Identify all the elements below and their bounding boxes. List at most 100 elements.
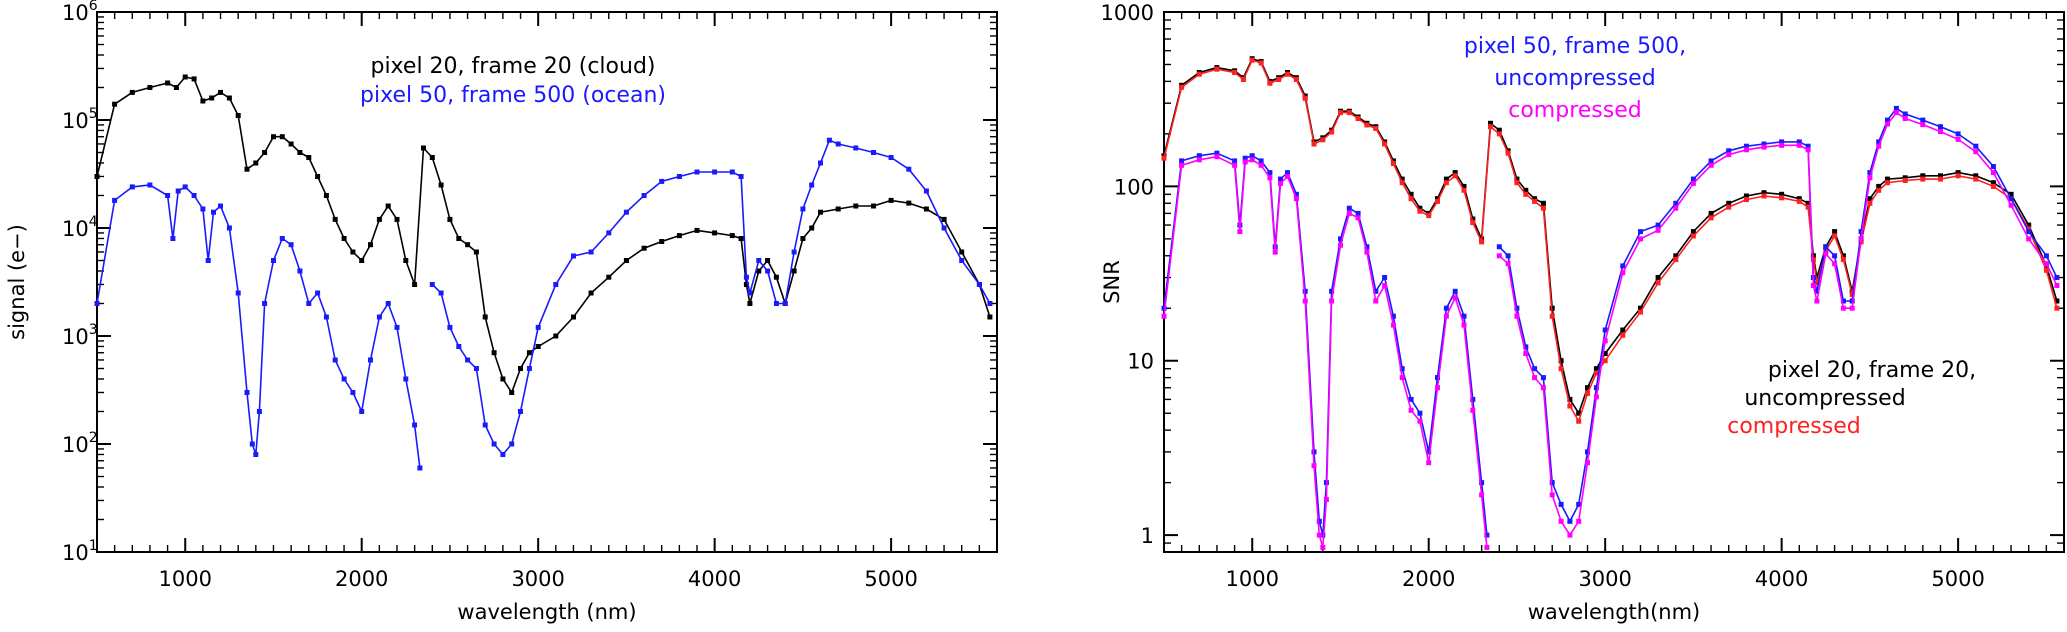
right-data-point: [1885, 117, 1890, 123]
left-data-point: [871, 203, 876, 209]
right-data-point: [1593, 370, 1599, 376]
right-data-point: [1161, 155, 1167, 161]
left-data-point: [262, 301, 268, 306]
left-data-point: [773, 274, 779, 280]
right-data-point: [1355, 215, 1361, 221]
left-data-point: [712, 169, 718, 175]
right-data-point: [1823, 244, 1829, 250]
left-annotation-cloud: pixel 20, frame 20 (cloud): [370, 54, 655, 79]
left-data-point: [249, 441, 255, 447]
right-data-point: [1514, 180, 1520, 186]
right-data-point: [2008, 191, 2014, 197]
right-data-point: [1417, 418, 1423, 424]
right-data-point: [1258, 158, 1264, 164]
right-data-point: [1576, 501, 1582, 507]
right-data-point: [1373, 125, 1379, 131]
right-data-point: [1620, 327, 1626, 333]
right-data-point: [1620, 270, 1626, 276]
right-data-point: [2026, 229, 2032, 235]
right-plot-frame: [1163, 11, 2065, 553]
left-data-point: [394, 324, 400, 330]
right-data-point: [1602, 351, 1608, 356]
right-data-point: [1435, 198, 1440, 204]
right-data-point: [1690, 229, 1696, 235]
right-data-point: [1955, 170, 1961, 176]
left-data-point: [491, 350, 497, 356]
left-data-point: [482, 422, 488, 428]
left-data-point: [376, 216, 382, 222]
left-data-point: [191, 193, 197, 198]
right-data-point: [1885, 176, 1890, 182]
right-data-point: [1673, 200, 1679, 206]
right-data-point: [1690, 180, 1696, 186]
left-data-point: [747, 290, 753, 296]
left-data-point: [279, 134, 285, 140]
left-data-point: [518, 366, 523, 371]
left-data-point: [500, 376, 506, 382]
right-data-point: [1876, 187, 1882, 193]
right-data-point: [1214, 154, 1220, 160]
right-data-point: [1638, 229, 1643, 235]
right-data-point: [1743, 197, 1749, 203]
left-data-point: [438, 290, 444, 296]
right-data-point: [1461, 313, 1467, 319]
right-data-point: [1708, 215, 1714, 221]
left-data-point: [376, 314, 382, 320]
left-data-point: [211, 209, 216, 215]
left-x-tick-label: 2000: [335, 567, 388, 591]
right-data-point: [1540, 385, 1546, 391]
right-y-tick-labels: 1 10 100 1000: [1101, 1, 1154, 548]
left-data-point: [588, 290, 594, 296]
left-x-tick-labels: 1000 2000 3000 4000 5000: [159, 567, 918, 591]
left-data-point: [465, 242, 471, 248]
left-data-point: [465, 357, 471, 363]
right-data-point: [1585, 460, 1590, 466]
right-data-point: [1673, 205, 1679, 211]
right-data-point: [1990, 183, 1996, 189]
left-x-tick-label: 5000: [864, 567, 917, 591]
right-data-point: [1990, 180, 1996, 186]
right-data-point: [1338, 236, 1343, 242]
right-series-3: [1161, 110, 2060, 550]
right-data-point: [1567, 403, 1573, 409]
left-chart: 1000 2000 3000 4000 5000 101 102 103 104…: [5, 0, 998, 624]
left-data-point: [959, 249, 965, 255]
right-data-point: [1920, 122, 1926, 128]
left-data-point: [350, 390, 356, 395]
right-data-point: [1893, 110, 1899, 116]
right-data-point: [1523, 351, 1529, 356]
right-data-point: [1805, 147, 1811, 153]
left-data-point: [676, 174, 682, 179]
right-data-point: [1426, 460, 1432, 466]
right-data-point: [1779, 142, 1785, 148]
left-data-point: [368, 357, 373, 363]
right-data-point: [1902, 116, 1908, 121]
right-data-point: [1876, 139, 1882, 145]
right-data-point: [1938, 176, 1943, 182]
right-data-point: [1390, 313, 1396, 319]
left-data-point: [412, 422, 418, 428]
left-data-point: [350, 249, 356, 255]
right-data-point: [1576, 418, 1582, 424]
left-data-point: [341, 376, 347, 382]
right-x-tick-label: 2000: [1402, 567, 1455, 591]
left-data-point: [906, 166, 912, 172]
left-data-point: [447, 324, 453, 330]
left-data-point: [941, 216, 947, 222]
left-x-tick-label: 4000: [688, 567, 741, 591]
right-data-point: [1832, 261, 1838, 267]
left-y-tick-label: 104: [62, 214, 98, 241]
right-annotation-ocean-title: pixel 50, frame 500,: [1464, 34, 1686, 59]
right-data-point: [1620, 332, 1626, 338]
right-data-point: [1805, 200, 1811, 206]
left-data-point: [518, 409, 523, 414]
left-data-point: [205, 258, 211, 263]
right-data-point: [1938, 129, 1943, 135]
right-data-point: [1726, 200, 1732, 206]
right-data-point: [1726, 152, 1732, 158]
right-y-tick-label: 10: [1127, 350, 1154, 374]
right-annotation-cloud-uncompressed: uncompressed: [1744, 386, 1905, 411]
left-data-point: [262, 150, 268, 155]
left-data-point: [509, 441, 515, 447]
left-data-point: [271, 258, 276, 263]
